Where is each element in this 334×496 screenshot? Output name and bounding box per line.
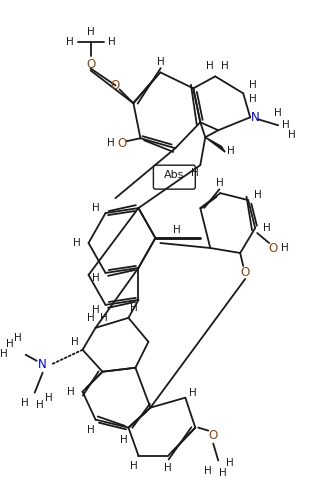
Text: H: H (73, 238, 80, 248)
Text: H: H (157, 58, 164, 67)
Text: H: H (254, 190, 262, 200)
Text: H: H (130, 303, 137, 313)
Text: H: H (164, 462, 172, 473)
Text: H: H (204, 466, 212, 476)
Text: H: H (249, 80, 257, 90)
Text: N: N (38, 358, 47, 371)
Polygon shape (205, 137, 225, 152)
Text: H: H (282, 120, 290, 130)
Text: O: O (240, 266, 250, 279)
Text: H: H (189, 388, 197, 398)
Text: O: O (269, 242, 278, 254)
Text: O: O (86, 58, 95, 71)
Text: H: H (67, 387, 74, 397)
Text: H: H (130, 460, 137, 471)
Text: H: H (191, 168, 199, 178)
Text: H: H (36, 400, 43, 410)
Text: H: H (87, 425, 95, 434)
Text: H: H (108, 38, 115, 48)
Text: H: H (87, 313, 95, 323)
Text: H: H (221, 62, 229, 71)
Text: H: H (219, 468, 227, 478)
Text: H: H (206, 62, 214, 71)
Text: H: H (92, 203, 100, 213)
Text: H: H (45, 393, 52, 403)
Text: H: H (107, 138, 114, 148)
Text: Abs: Abs (164, 170, 185, 180)
Text: H: H (263, 223, 271, 233)
Text: O: O (209, 429, 218, 442)
Text: H: H (249, 94, 257, 104)
Text: O: O (118, 137, 127, 150)
Text: H: H (66, 38, 73, 48)
Text: H: H (120, 434, 127, 444)
Text: H: H (227, 146, 235, 156)
Text: H: H (14, 333, 22, 343)
Text: H: H (71, 337, 78, 347)
Text: H: H (216, 178, 224, 188)
Text: N: N (251, 111, 260, 124)
Text: H: H (281, 243, 289, 253)
Text: H: H (173, 225, 181, 235)
Text: H: H (274, 108, 282, 118)
Text: H: H (21, 398, 28, 408)
Text: O: O (111, 79, 120, 92)
Text: H: H (0, 349, 8, 359)
Text: H: H (100, 313, 107, 323)
Text: H: H (92, 305, 100, 315)
Text: H: H (87, 27, 95, 38)
Text: H: H (6, 339, 14, 349)
FancyBboxPatch shape (153, 165, 195, 189)
Text: H: H (92, 273, 100, 283)
Text: H: H (226, 457, 234, 468)
Text: H: H (288, 130, 296, 140)
